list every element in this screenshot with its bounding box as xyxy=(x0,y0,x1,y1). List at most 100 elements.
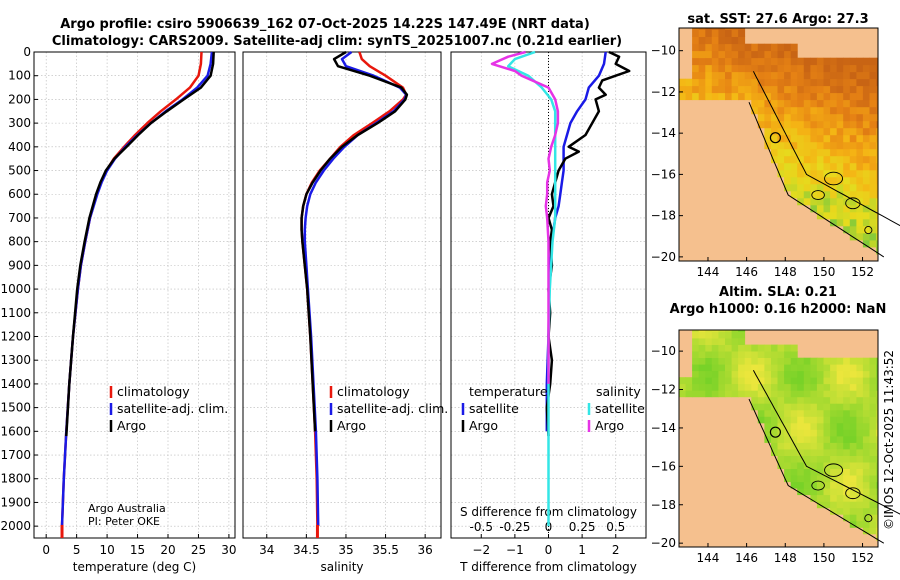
map-cell xyxy=(725,28,732,30)
map-cell xyxy=(856,57,864,66)
map-cell xyxy=(718,331,726,339)
map-cell xyxy=(692,390,700,398)
map-cell xyxy=(705,29,713,37)
map-cell xyxy=(830,155,838,164)
x-tick-label: 2 xyxy=(612,543,620,557)
map-cell xyxy=(790,364,798,372)
map-cell xyxy=(771,436,778,443)
temperature-legend: climatology satellite-adj. clim. Argo xyxy=(109,384,228,433)
map-cell xyxy=(764,113,772,122)
map-cell xyxy=(876,211,879,220)
map-cell xyxy=(816,141,824,150)
map-cell xyxy=(698,43,706,52)
map-cell xyxy=(790,351,798,358)
map-cell xyxy=(685,377,693,385)
reef-contour xyxy=(811,480,825,491)
map-cell xyxy=(771,390,778,398)
map-cell xyxy=(790,127,798,136)
map-cell xyxy=(823,436,831,443)
map-cell xyxy=(856,377,864,385)
map-cell xyxy=(738,377,746,385)
map-cell xyxy=(830,462,838,469)
map-cell xyxy=(816,396,824,404)
map-cell xyxy=(718,383,726,391)
map-cell xyxy=(869,494,877,502)
map-cell xyxy=(869,120,877,129)
map-cell xyxy=(830,85,838,94)
map-cell xyxy=(777,92,785,101)
map-cell xyxy=(797,176,805,185)
map-cell xyxy=(810,190,818,199)
map-cell xyxy=(862,233,870,241)
map-cell xyxy=(790,141,798,150)
map-cell xyxy=(771,43,778,52)
x-axis-label: T difference from climatology xyxy=(459,560,637,574)
map-cell xyxy=(843,370,851,378)
map-cell xyxy=(816,422,824,430)
map-cell xyxy=(876,390,879,398)
map-cell xyxy=(836,218,844,227)
map-cell xyxy=(849,64,857,73)
reef-contour xyxy=(845,197,861,210)
map-cell xyxy=(751,357,759,365)
map-cell xyxy=(816,436,824,443)
map-cell xyxy=(856,162,864,171)
map-cell xyxy=(711,344,719,352)
map-cell xyxy=(862,57,870,66)
map-cell xyxy=(790,449,798,456)
map-cell xyxy=(816,455,824,463)
map-cell xyxy=(797,475,805,483)
map-cell xyxy=(757,357,765,365)
map-cell xyxy=(790,416,798,424)
map-cell xyxy=(816,92,824,101)
map-cell xyxy=(757,364,765,372)
map-cell xyxy=(810,204,818,213)
map-cell xyxy=(725,43,732,52)
map-y-tick-label: −18 xyxy=(651,498,676,512)
map-cell xyxy=(816,449,824,456)
map-cell xyxy=(843,488,851,496)
map-cell xyxy=(777,50,785,59)
map-cell xyxy=(816,85,824,94)
map-cell xyxy=(698,351,706,358)
map-cell xyxy=(784,344,792,352)
map-cell xyxy=(764,370,772,378)
map-cell xyxy=(856,134,864,143)
map-cell xyxy=(777,85,785,94)
map-cell xyxy=(692,383,700,391)
map-cell xyxy=(830,396,838,404)
map-cell xyxy=(744,351,752,358)
map-cell xyxy=(738,370,746,378)
map-cell xyxy=(738,357,746,365)
map-cell xyxy=(777,134,785,143)
map-cell xyxy=(810,78,818,87)
map-cell xyxy=(849,113,857,122)
reef-contour xyxy=(864,514,873,523)
map-cell xyxy=(830,357,838,365)
map-cell xyxy=(849,481,857,489)
map-cell xyxy=(876,442,879,450)
map-cell xyxy=(718,351,726,358)
map-cell xyxy=(876,507,879,515)
map-cell xyxy=(843,162,851,171)
map-cell xyxy=(810,364,818,372)
map-cell xyxy=(764,422,772,430)
map-cell xyxy=(771,148,778,157)
map-cell xyxy=(862,190,870,199)
map-cell xyxy=(862,377,870,385)
map-cell xyxy=(784,436,792,443)
map-cell xyxy=(738,36,746,45)
map-cell xyxy=(849,390,857,398)
x2-tick-label: 0.5 xyxy=(606,520,625,534)
map-cell xyxy=(843,183,851,192)
map-cell xyxy=(830,92,838,101)
map-cell xyxy=(856,85,864,94)
map-cell xyxy=(744,390,752,398)
map-cell xyxy=(876,377,879,385)
map-cell xyxy=(731,78,739,87)
map-cell xyxy=(862,218,870,227)
map-cell xyxy=(711,364,719,372)
map-cell xyxy=(876,85,879,94)
map-cell xyxy=(725,344,732,352)
map-cell xyxy=(685,92,693,101)
